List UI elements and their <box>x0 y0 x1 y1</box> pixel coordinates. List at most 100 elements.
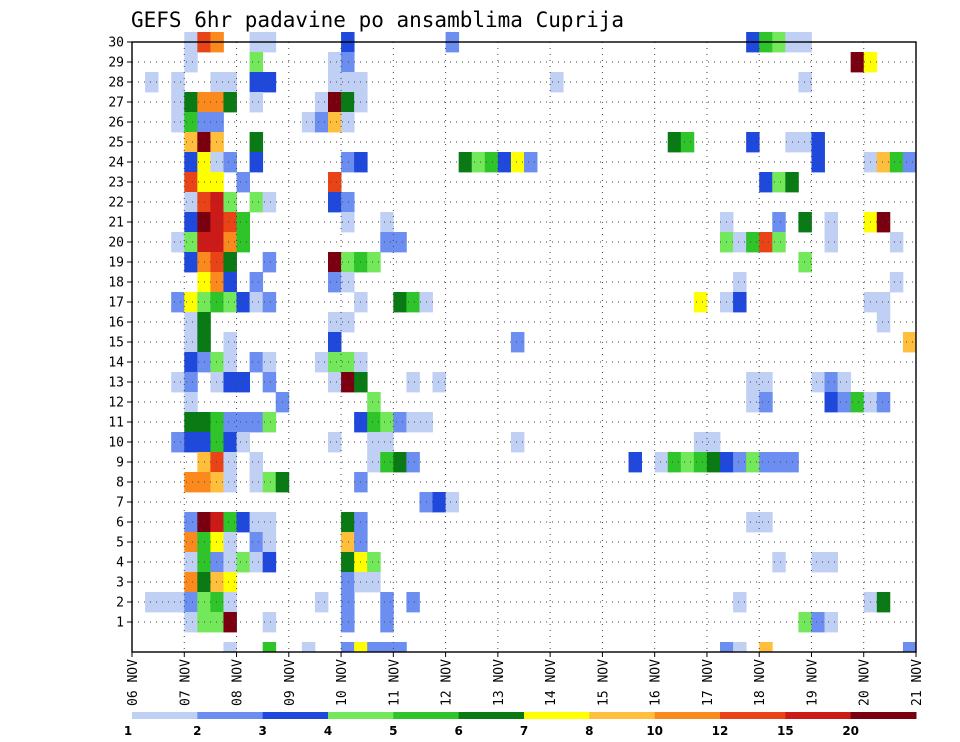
heatmap-cell <box>772 172 786 193</box>
heatmap-cell <box>876 152 891 173</box>
heatmap-cell <box>236 172 250 193</box>
heatmap-cell <box>341 52 355 73</box>
heatmap-cell <box>184 92 198 113</box>
x-tick-label: 06 NOV <box>126 659 141 706</box>
heatmap-cell <box>889 232 904 253</box>
heatmap-cell <box>667 452 682 473</box>
heatmap-cell <box>341 192 355 213</box>
heatmap-cell <box>210 112 224 133</box>
heatmap-cell <box>680 132 695 153</box>
heatmap-cell <box>837 392 852 413</box>
heatmap-cell <box>380 412 394 433</box>
heatmap-cell <box>341 592 355 613</box>
x-tick-label: 15 NOV <box>596 659 611 706</box>
heatmap-cell <box>733 642 747 653</box>
heatmap-cell <box>249 192 264 213</box>
x-tick-label: 16 NOV <box>649 659 664 706</box>
heatmap-cell <box>184 392 198 413</box>
heatmap-cell <box>328 272 342 293</box>
x-tick-label: 19 NOV <box>805 659 820 706</box>
colorbar-label: 15 <box>777 724 794 738</box>
heatmap-cell <box>328 92 342 113</box>
colorbar-segment <box>328 712 394 719</box>
heatmap-cell <box>759 232 773 253</box>
heatmap-cell <box>184 432 198 453</box>
heatmap-cell <box>184 232 198 253</box>
heatmap-cell <box>223 472 237 493</box>
x-tick-label: 10 NOV <box>335 659 350 706</box>
heatmap-cell <box>393 642 407 653</box>
heatmap-cell <box>236 232 250 253</box>
y-tick-label: 2 <box>116 596 124 611</box>
heatmap-cell <box>733 592 747 613</box>
heatmap-cell <box>249 292 264 313</box>
y-tick-label: 11 <box>108 416 124 431</box>
heatmap-cell <box>628 452 642 473</box>
y-tick-label: 1 <box>116 616 124 631</box>
heatmap-cell <box>210 512 224 533</box>
heatmap-cell <box>223 642 237 653</box>
colorbar-segment <box>262 712 329 719</box>
heatmap-cell <box>341 372 355 393</box>
heatmap-cell <box>236 212 250 233</box>
y-tick-label: 21 <box>108 216 124 231</box>
heatmap-cell <box>184 512 198 533</box>
y-tick-label: 20 <box>108 236 124 251</box>
heatmap-cell <box>171 112 185 133</box>
heatmap-cell <box>210 592 224 613</box>
heatmap-cell <box>171 232 185 253</box>
heatmap-cell <box>171 432 185 453</box>
heatmap-cell <box>380 612 394 633</box>
heatmap-cell <box>720 642 734 653</box>
heatmap-cell <box>380 232 394 253</box>
heatmap-cell <box>510 152 525 173</box>
heatmap-cell <box>262 472 277 493</box>
heatmap-cell <box>733 232 747 253</box>
heatmap-cell <box>171 592 185 613</box>
x-tick-label: 08 NOV <box>231 659 246 706</box>
heatmap-cell <box>406 452 420 473</box>
heatmap-cell <box>210 252 224 273</box>
x-tick-label: 18 NOV <box>753 659 768 706</box>
heatmap-cell <box>184 192 198 213</box>
heatmap-cell <box>249 472 264 493</box>
heatmap-cell <box>484 152 499 173</box>
heatmap-cell <box>328 52 342 73</box>
heatmap-cell <box>824 212 838 233</box>
heatmap-cell <box>210 572 224 593</box>
heatmap-cell <box>693 432 708 453</box>
heatmap-cell <box>798 72 812 93</box>
heatmap-cell <box>876 592 891 613</box>
heatmap-cell <box>262 192 277 213</box>
heatmap-cell <box>223 92 237 113</box>
colorbar-segment <box>850 712 917 719</box>
heatmap-cell <box>249 412 264 433</box>
y-tick-label: 12 <box>108 396 124 411</box>
heatmap-cell <box>850 392 865 413</box>
heatmap-cell <box>341 112 355 133</box>
y-axis: 1234567891011121314151617181920212223242… <box>108 36 132 631</box>
heatmap-cell <box>811 612 825 633</box>
heatmap-cell <box>341 512 355 533</box>
heatmap-cell <box>210 132 224 153</box>
heatmap-cell <box>328 252 342 273</box>
heatmap-cell <box>210 172 224 193</box>
heatmap-cell <box>902 642 917 653</box>
heatmap-cell <box>341 642 355 653</box>
heatmap-cell <box>236 412 250 433</box>
heatmap-cell <box>367 552 381 573</box>
heatmap-cell <box>210 72 224 93</box>
heatmap-cell <box>811 132 825 153</box>
heatmap-cell <box>328 72 342 93</box>
heatmap-cell <box>341 152 355 173</box>
heatmap-cell <box>706 452 721 473</box>
heatmap-cell <box>223 292 237 313</box>
x-tick-label: 17 NOV <box>701 659 716 706</box>
heatmap-cell <box>746 392 760 413</box>
colorbar-label: 4 <box>324 724 332 738</box>
heatmap-cell <box>184 252 198 273</box>
heatmap-cell <box>145 72 159 93</box>
colorbar-segment <box>458 712 525 719</box>
heatmap-cell <box>171 92 185 113</box>
heatmap-cell <box>693 292 708 313</box>
